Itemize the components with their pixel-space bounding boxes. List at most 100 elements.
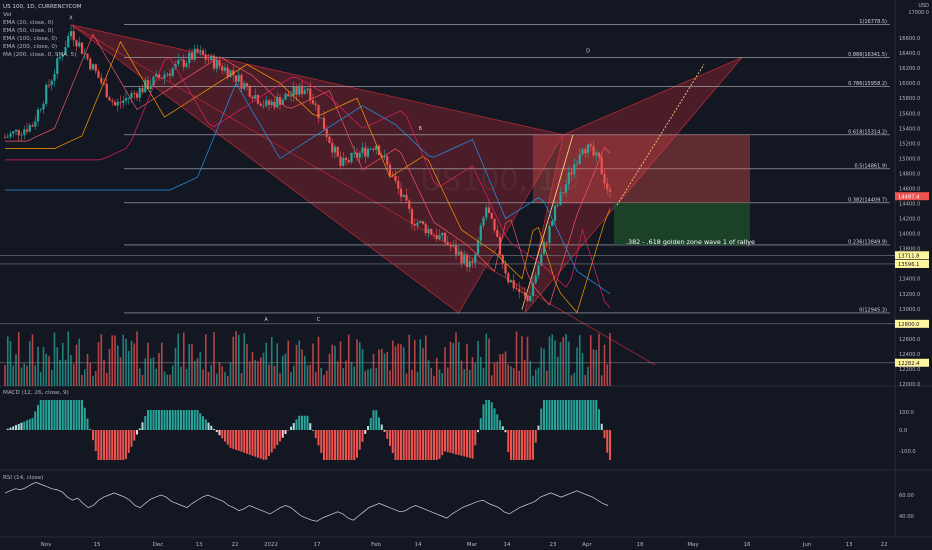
candle-body xyxy=(17,129,20,136)
candle-body xyxy=(509,280,513,283)
volume-bar xyxy=(72,364,75,386)
macd-bar xyxy=(485,400,488,430)
volume-bar xyxy=(196,358,199,386)
candle-body xyxy=(135,93,139,98)
candle-body xyxy=(430,229,433,235)
volume-bar xyxy=(235,331,237,386)
candle-body xyxy=(262,105,265,107)
macd-bar xyxy=(570,400,573,430)
candle-body xyxy=(606,183,609,190)
macd-bar xyxy=(394,430,397,460)
volume-bar xyxy=(331,344,334,386)
time-tick-3: 13 xyxy=(196,542,203,548)
macd-bar xyxy=(111,430,114,460)
volume-bar xyxy=(243,333,246,386)
price-badge-text: 12800.0 xyxy=(898,322,919,328)
macd-bar xyxy=(196,410,199,430)
candle-body xyxy=(240,75,243,89)
time-tick-7: Feb xyxy=(371,542,381,548)
volume-bar xyxy=(224,371,226,386)
volume-bar xyxy=(83,369,86,386)
candle-body xyxy=(564,184,568,193)
macd-bar xyxy=(235,430,237,450)
indicator-ema200[interactable]: EMA (200, close, 0) xyxy=(3,44,58,50)
macd-bar xyxy=(103,430,105,460)
volume-bar xyxy=(92,375,94,386)
indicator-ema100[interactable]: EMA (100, close, 0) xyxy=(3,36,58,42)
candle-body xyxy=(102,82,106,85)
price-tick-18: 13000.0 xyxy=(899,307,920,313)
macd-bar xyxy=(268,430,270,457)
candle-body xyxy=(526,295,529,301)
volume-bar xyxy=(177,333,180,386)
macd-bar xyxy=(345,430,347,460)
candle-body xyxy=(58,56,62,59)
candle-body xyxy=(160,77,163,79)
macd-bar xyxy=(276,430,279,446)
candle-body xyxy=(578,154,581,164)
candle-body xyxy=(171,68,174,76)
candle-body xyxy=(201,50,205,55)
volume-bar xyxy=(482,368,485,386)
candle-body xyxy=(570,172,573,175)
volume-bar xyxy=(207,372,210,386)
indicator-ma200[interactable]: MA (200, close, 0, SMA, 5) xyxy=(3,52,77,58)
macd-bar xyxy=(598,409,600,430)
volume-bar xyxy=(394,346,397,386)
candle-body xyxy=(416,222,419,226)
volume-bar xyxy=(441,372,444,386)
candle-body xyxy=(311,100,315,104)
candle-body xyxy=(108,97,111,101)
volume-bar xyxy=(89,362,92,386)
rsi-label[interactable]: RSI (14, close) xyxy=(3,475,44,481)
candle-body xyxy=(397,180,400,189)
candle-body xyxy=(419,221,422,223)
macd-bar xyxy=(501,426,504,430)
candle-body xyxy=(551,221,554,226)
candle-body xyxy=(507,273,510,283)
currency-code: USD xyxy=(918,3,929,9)
macd-tick-2: -100.0 xyxy=(899,449,916,455)
macd-bar xyxy=(389,430,391,446)
candle-body xyxy=(185,63,188,67)
fib-label-0: 1(16778.5) xyxy=(859,19,887,25)
candle-body xyxy=(325,129,328,137)
candle-body xyxy=(452,245,455,247)
fib-label-4: 0.5(14861.9) xyxy=(854,163,887,169)
volume-bar xyxy=(391,340,394,386)
indicator-ema20[interactable]: EMA (20, close, 0) xyxy=(3,20,54,26)
volume-bar xyxy=(141,375,144,386)
macd-bar xyxy=(347,430,350,460)
macd-bar xyxy=(455,430,457,455)
macd-bar xyxy=(166,410,169,430)
rsi-tick-1: 40.00 xyxy=(899,514,914,520)
price-tick-5: 15600.0 xyxy=(899,111,920,117)
macd-bar xyxy=(67,400,70,430)
volume-bar xyxy=(562,337,565,386)
macd-bar xyxy=(221,430,224,439)
macd-bar xyxy=(433,430,435,460)
time-tick-1: 15 xyxy=(94,542,101,548)
candle-body xyxy=(188,52,191,64)
volume-bar xyxy=(26,365,28,386)
volume-bar xyxy=(424,335,427,386)
macd-bar xyxy=(499,420,501,430)
candle-body xyxy=(520,291,524,293)
fib-label-2: 0.786(15958.2) xyxy=(848,81,887,87)
macd-bar xyxy=(34,411,37,430)
candle-body xyxy=(331,142,334,153)
macd-label[interactable]: MACD (12, 26, close, 9) xyxy=(3,390,69,396)
macd-bar xyxy=(540,408,543,430)
macd-bar xyxy=(532,430,534,460)
volume-bar xyxy=(163,371,166,386)
indicator-ema50[interactable]: EMA (50, close, 0) xyxy=(3,28,54,34)
candle-body xyxy=(64,47,67,55)
volume-bar xyxy=(312,343,314,386)
price-tick-12: 14200.0 xyxy=(899,217,920,223)
candle-body xyxy=(501,254,504,264)
volume-bar xyxy=(455,332,457,386)
volume-bar xyxy=(358,342,361,386)
price-badge-3: 12800.0 xyxy=(895,319,929,328)
macd-bar xyxy=(158,410,160,430)
volume-bar xyxy=(149,358,152,386)
